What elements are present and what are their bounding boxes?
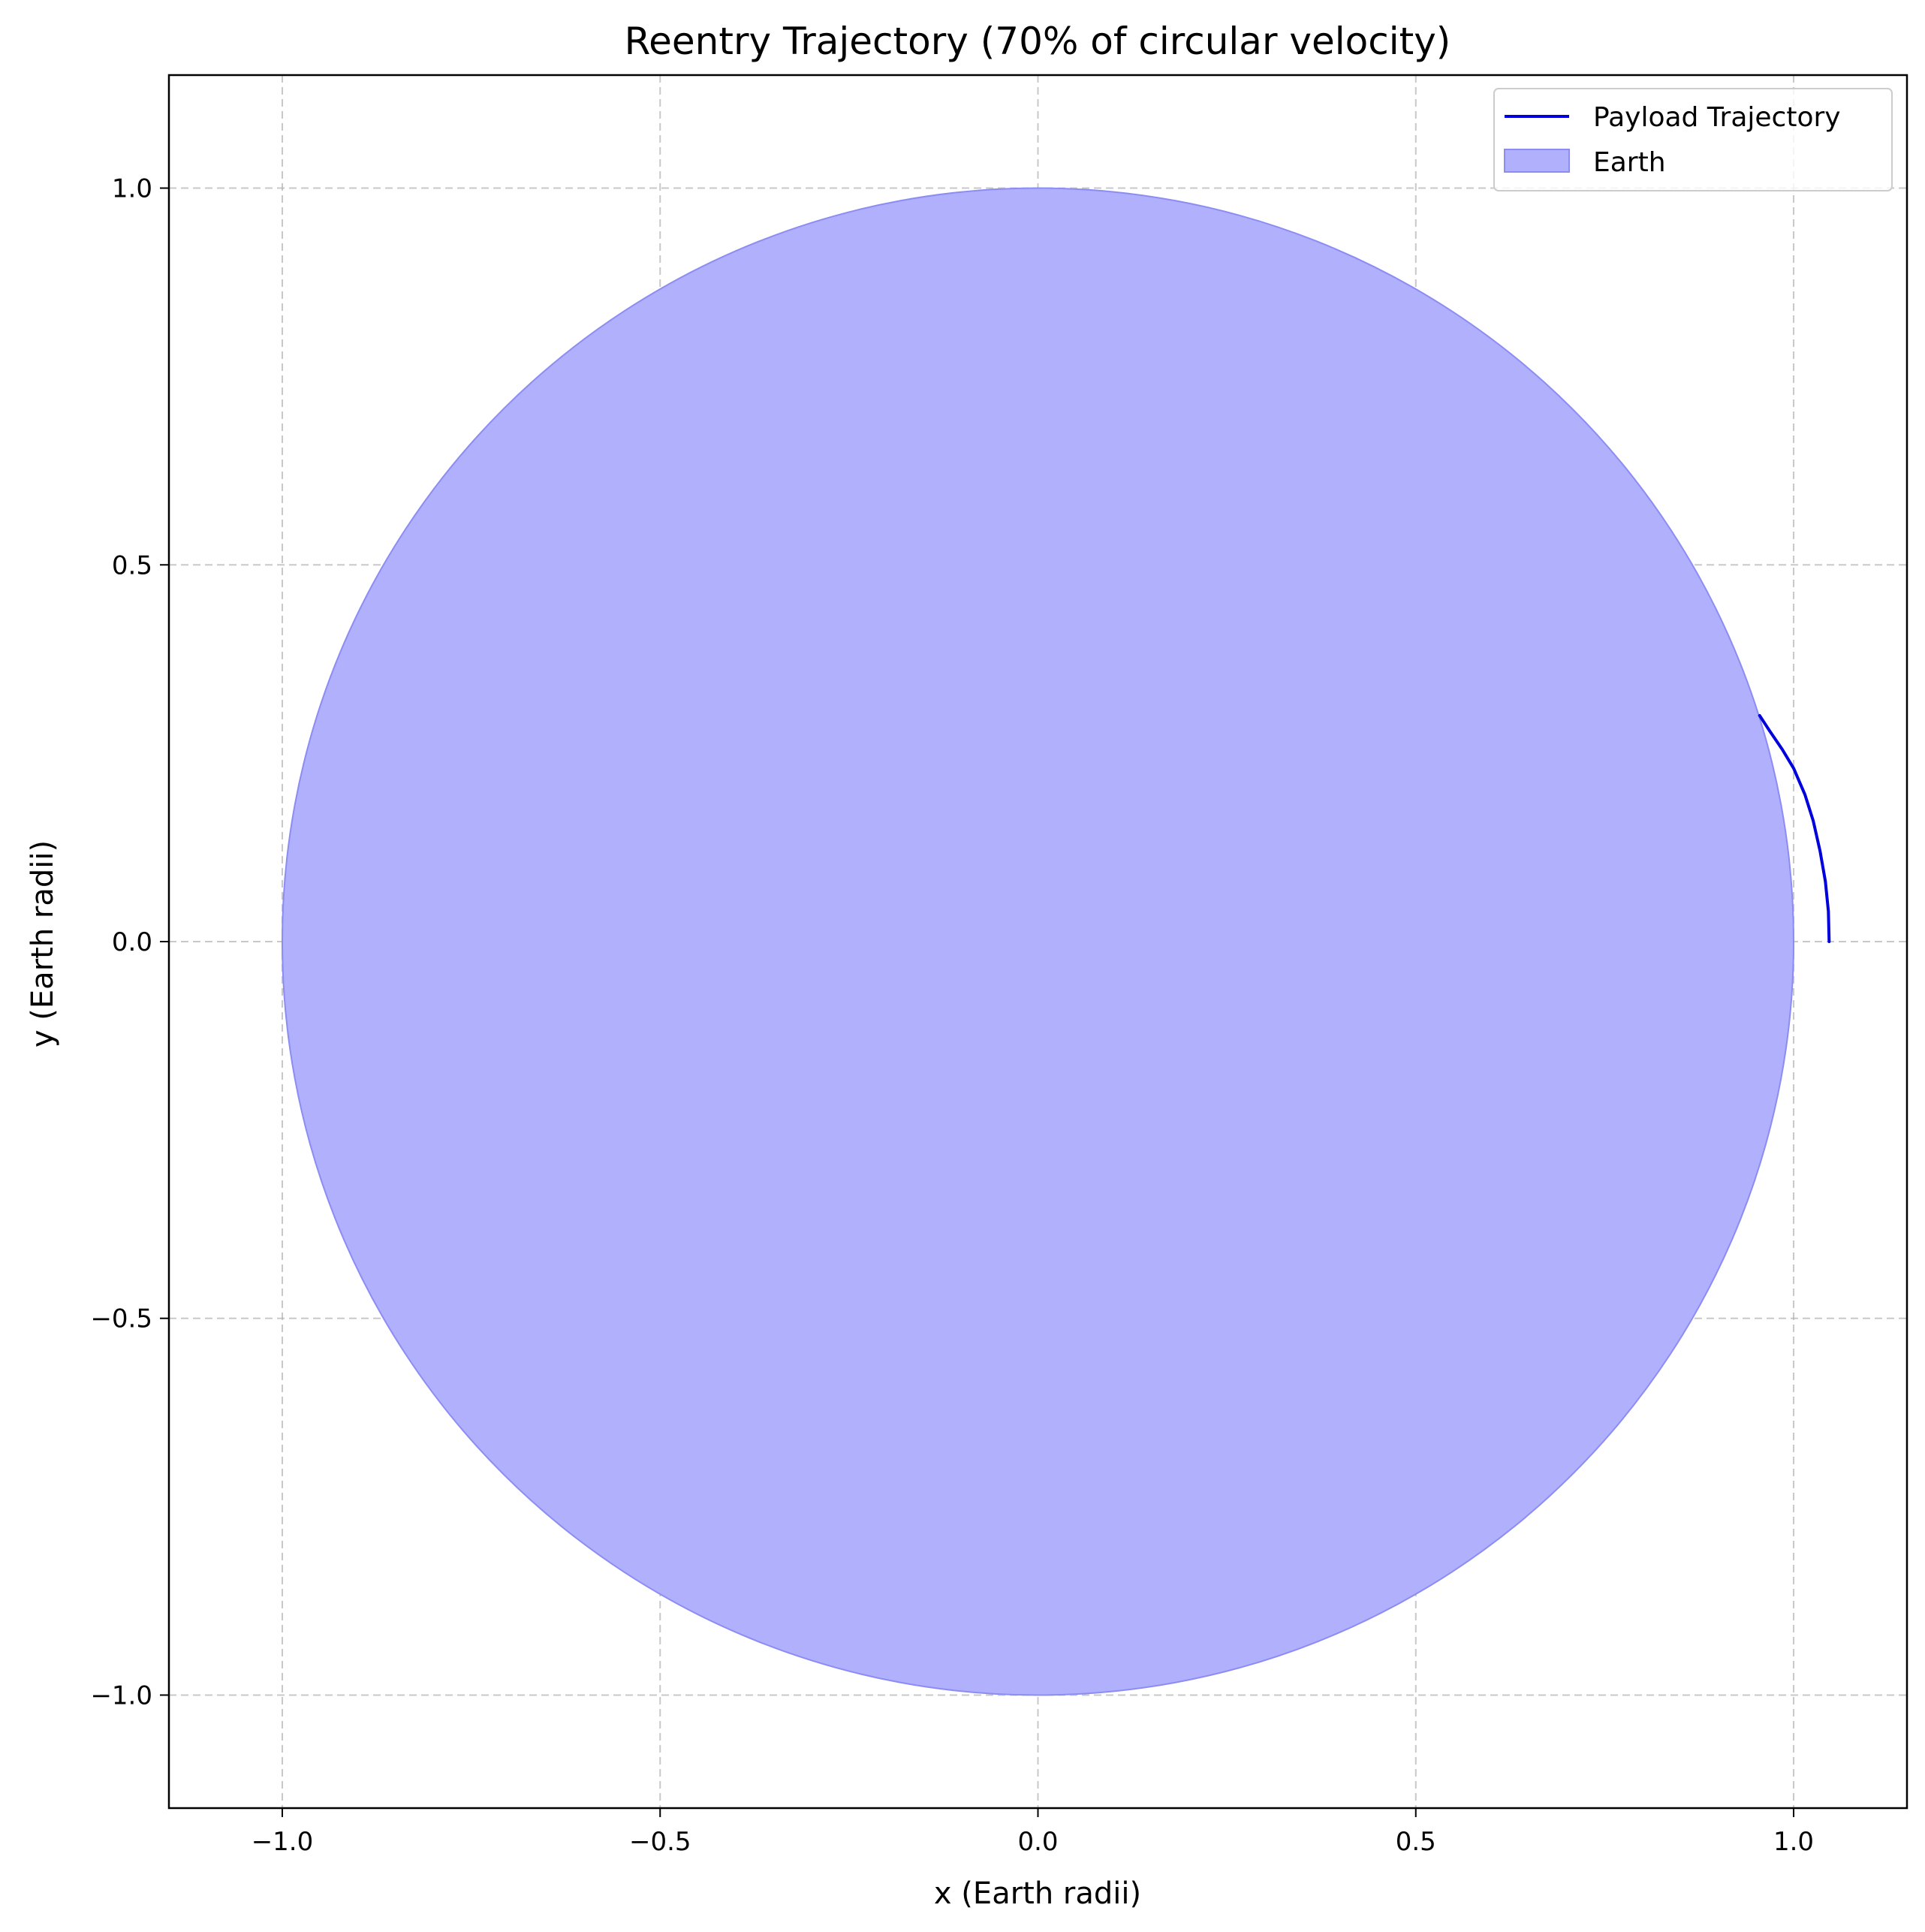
y-tick-label: 0.5 — [112, 550, 152, 580]
y-axis-label: y (Earth radii) — [26, 840, 60, 1047]
legend: Payload Trajectory Earth — [1493, 88, 1893, 191]
legend-label-earth: Earth — [1593, 147, 1666, 178]
legend-box — [1493, 88, 1893, 191]
x-tick-label: 0.5 — [1396, 1827, 1436, 1857]
y-tick-label: −1.0 — [90, 1680, 152, 1710]
y-tick-label: 0.0 — [112, 927, 152, 957]
y-tick-label: 1.0 — [112, 174, 152, 204]
earth-circle — [281, 187, 1795, 1696]
x-tick-label: 0.0 — [1017, 1827, 1058, 1857]
ticks: −1.0 −0.5 0.0 0.5 1.0 −1.0 −0.5 0.0 0.5 1.0 — [90, 174, 1814, 1857]
chart-title: Reentry Trajectory (70% of circular velo… — [625, 20, 1451, 63]
x-axis-label: x (Earth radii) — [934, 1876, 1141, 1911]
x-tick-label: −0.5 — [629, 1827, 691, 1857]
x-tick-label: 1.0 — [1773, 1827, 1814, 1857]
legend-label-payload-trajectory: Payload Trajectory — [1593, 102, 1841, 133]
shapes — [281, 187, 1795, 1696]
data-lines — [1758, 713, 1831, 943]
payload-trajectory-line — [1758, 713, 1831, 943]
y-tick-label: −0.5 — [90, 1304, 152, 1334]
x-tick-label: −1.0 — [252, 1827, 314, 1857]
legend-swatch-earth — [1504, 149, 1570, 173]
